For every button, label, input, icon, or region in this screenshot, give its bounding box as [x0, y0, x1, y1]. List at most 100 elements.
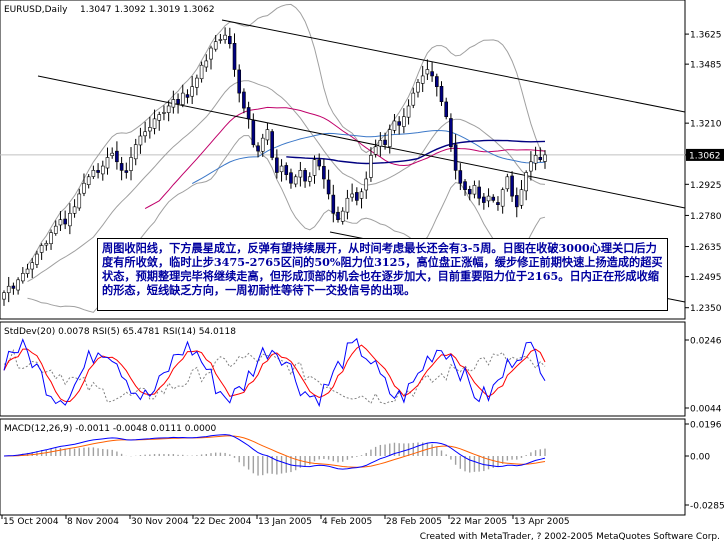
candle	[218, 33, 223, 44]
candle-body	[284, 165, 289, 175]
candle-body	[298, 170, 303, 178]
candle	[265, 123, 270, 145]
candle	[246, 101, 251, 129]
candle-body	[185, 94, 190, 98]
candle-body	[463, 181, 467, 190]
candle-body	[237, 69, 242, 94]
candle	[397, 116, 401, 135]
candle-body	[355, 192, 359, 201]
candle	[529, 151, 533, 181]
candle-body	[53, 225, 58, 234]
candle	[369, 147, 373, 182]
ma-blue-line	[191, 129, 546, 185]
macd-tick-label: 0.0196	[690, 421, 722, 431]
ohlc-header: 1.3047 1.3092 1.3019 1.3062	[80, 5, 215, 15]
candle-body	[96, 170, 100, 173]
candle	[133, 138, 138, 166]
candle-body	[482, 196, 486, 203]
candle-body	[514, 195, 519, 208]
candle-body	[138, 135, 143, 146]
candle	[100, 160, 105, 181]
candle-body	[496, 202, 500, 206]
candle-body	[25, 268, 30, 274]
candle	[190, 76, 194, 105]
candle	[331, 184, 336, 223]
candle	[35, 250, 39, 269]
candle-body	[425, 69, 430, 75]
candle-body	[209, 47, 213, 60]
candle	[430, 62, 434, 82]
candle	[416, 79, 420, 98]
candle	[185, 89, 190, 104]
candle-body	[176, 99, 180, 105]
candle	[195, 74, 199, 96]
candle-body	[86, 176, 91, 186]
candle	[39, 243, 44, 260]
candle	[275, 149, 279, 179]
candle	[86, 174, 91, 189]
candle-body	[397, 121, 401, 126]
candle	[96, 163, 100, 179]
candle-body	[195, 77, 199, 88]
candle	[270, 129, 274, 161]
candle-body	[345, 197, 350, 213]
price-tick-label: 1.2635	[690, 243, 722, 253]
candle-body	[322, 166, 326, 180]
rsi14-line	[3, 344, 546, 403]
candle-body	[387, 129, 392, 147]
candle	[505, 173, 510, 192]
price-axis: 1.3625 1.3485 1.3210 1.3062 1.2925 1.2780 1.26…	[685, 31, 724, 314]
candle	[16, 277, 20, 295]
date-tick-label: 13 Apr 2005	[514, 517, 570, 527]
candle-body	[35, 253, 39, 265]
candle-body	[58, 219, 63, 226]
candle-body	[392, 120, 397, 131]
candle-body	[336, 211, 340, 221]
candle	[152, 109, 157, 135]
price-tick-label: 1.2350	[690, 304, 722, 314]
candle-body	[39, 245, 44, 253]
candle-body	[242, 91, 246, 109]
macd-tick-label: -0.0285	[690, 502, 724, 512]
macd-panel	[0, 418, 686, 516]
candle	[171, 90, 176, 114]
rsi-axis: 0.0246 0.0044	[685, 337, 722, 415]
date-tick-label: 15 Oct 2004	[3, 517, 59, 527]
candle-body	[430, 71, 434, 77]
candle-body	[538, 157, 543, 160]
candle-body	[477, 186, 481, 199]
candle-body	[270, 131, 274, 158]
candle-body	[82, 182, 86, 194]
date-tick-label: 30 Nov 2004	[131, 517, 189, 527]
candle	[21, 267, 25, 284]
candle-body	[129, 157, 133, 171]
candle-body	[524, 172, 528, 192]
candle	[378, 132, 383, 157]
candle	[519, 180, 524, 209]
candle	[373, 139, 378, 158]
candle	[486, 188, 491, 208]
date-tick-label: 4 Feb 2005	[322, 517, 372, 527]
candle-body	[256, 145, 260, 152]
candle	[6, 276, 11, 303]
candle	[228, 27, 232, 49]
candle	[326, 169, 331, 200]
candle-body	[340, 210, 345, 222]
candle-body	[529, 161, 533, 172]
candle-body	[166, 105, 171, 113]
candle	[237, 64, 242, 103]
macd-signal-line	[3, 435, 546, 468]
candle	[434, 73, 439, 97]
candle	[157, 111, 162, 131]
candle-body	[543, 154, 547, 162]
candle	[350, 183, 354, 202]
candle-body	[30, 262, 35, 270]
candle	[58, 211, 63, 231]
candle-body	[63, 218, 67, 225]
candle	[467, 185, 472, 201]
candle-body	[223, 34, 227, 40]
candle	[124, 162, 129, 179]
candle	[387, 124, 392, 154]
candle	[514, 187, 519, 218]
trendline-upper	[221, 19, 686, 113]
